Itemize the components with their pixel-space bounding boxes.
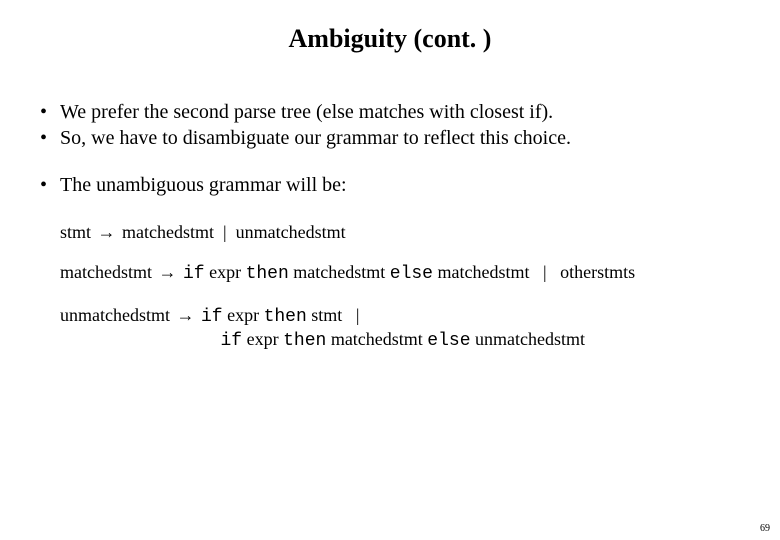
keyword-then: then <box>264 307 307 327</box>
keyword-if: if <box>201 307 223 327</box>
alt-bar: | <box>223 222 227 242</box>
nonterminal-unmatchedstmt: unmatchedstmt <box>236 222 346 242</box>
alt-bar: | <box>356 305 360 325</box>
slide-title: Ambiguity (cont. ) <box>28 24 752 54</box>
arrow-icon: → <box>156 262 178 282</box>
nonterminal-matchedstmt: matchedstmt <box>293 262 385 282</box>
alt-bar: | <box>543 262 547 282</box>
nonterminal-stmt: stmt <box>311 305 342 325</box>
nonterminal-stmt: stmt <box>60 222 91 242</box>
keyword-then: then <box>283 331 326 351</box>
keyword-else: else <box>390 264 433 284</box>
nonterminal-otherstmts: otherstmts <box>560 262 635 282</box>
bullet-item: We prefer the second parse tree (else ma… <box>40 100 752 126</box>
grammar-rule-matchedstmt: matchedstmt → if expr then matchedstmt e… <box>60 261 752 286</box>
nonterminal-matchedstmt: matchedstmt <box>122 222 214 242</box>
nonterminal-unmatchedstmt: unmatchedstmt <box>475 329 585 349</box>
keyword-if: if <box>183 264 205 284</box>
bullet-item: So, we have to disambiguate our grammar … <box>40 126 752 152</box>
bullet-list-2: The unambiguous grammar will be: <box>28 173 752 199</box>
nonterminal-expr: expr <box>227 305 259 325</box>
grammar-rule-unmatchedstmt: unmatchedstmt → if expr then stmt | if e… <box>60 304 752 353</box>
nonterminal-expr: expr <box>209 262 241 282</box>
nonterminal-unmatchedstmt: unmatchedstmt <box>60 305 170 325</box>
nonterminal-expr: expr <box>247 329 279 349</box>
slide: Ambiguity (cont. ) We prefer the second … <box>0 0 780 540</box>
bullet-list-1: We prefer the second parse tree (else ma… <box>28 100 752 151</box>
arrow-icon: → <box>174 305 196 325</box>
arrow-icon: → <box>96 222 118 242</box>
nonterminal-matchedstmt: matchedstmt <box>331 329 423 349</box>
nonterminal-matchedstmt: matchedstmt <box>60 262 152 282</box>
keyword-if: if <box>221 331 243 351</box>
page-number: 69 <box>760 523 770 534</box>
nonterminal-matchedstmt: matchedstmt <box>438 262 530 282</box>
keyword-else: else <box>427 331 470 351</box>
grammar-rule-stmt: stmt → matchedstmt | unmatchedstmt <box>60 221 752 244</box>
bullet-item: The unambiguous grammar will be: <box>40 173 752 199</box>
keyword-then: then <box>246 264 289 284</box>
grammar-rules: stmt → matchedstmt | unmatchedstmt match… <box>28 221 752 353</box>
